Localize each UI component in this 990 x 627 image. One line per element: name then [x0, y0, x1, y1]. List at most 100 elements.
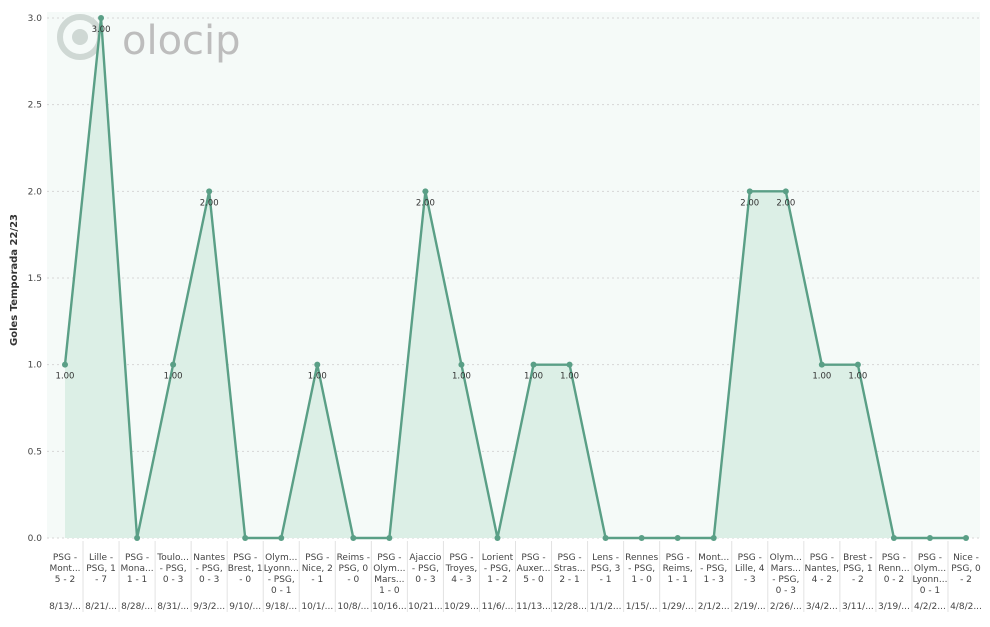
x-tick-label: PSG -	[882, 553, 906, 563]
x-tick-date: 10/8/...	[337, 602, 369, 612]
x-tick-date: 8/13/...	[49, 602, 81, 612]
x-tick-label: Lille -	[89, 553, 113, 563]
x-tick-label: PSG, 0	[951, 564, 981, 574]
data-point	[422, 188, 429, 195]
data-point	[350, 535, 357, 541]
data-label: 1.00	[560, 372, 579, 382]
area-fill	[65, 18, 966, 538]
x-tick-label: Nantes,	[805, 564, 840, 574]
x-tick-label: PSG -	[125, 553, 149, 563]
x-tick-date: 10/1/...	[301, 602, 333, 612]
x-tick-label: PSG, 0	[339, 564, 369, 574]
x-tick-label: 5 - 0	[523, 575, 544, 585]
x-tick-label: - 2	[960, 575, 972, 585]
x-tick-label: - PSG,	[196, 564, 223, 574]
x-tick-date: 3/19/...	[878, 602, 910, 612]
x-tick-label: Mars...	[374, 575, 404, 585]
x-tick-date: 9/3/2...	[193, 602, 225, 612]
x-tick-label: Nantes	[193, 553, 225, 563]
x-tick-label: 1 - 2	[487, 575, 507, 585]
x-tick-label: Stras...	[554, 564, 586, 574]
x-tick-label: 4 - 2	[812, 575, 832, 585]
x-axis-ticks: PSG -Mont...5 - 28/13/...Lille -PSG, 1- …	[49, 541, 982, 612]
data-point	[854, 361, 861, 368]
data-point	[746, 188, 753, 195]
x-tick-label: - 2	[852, 575, 864, 585]
logo-text: olocip	[122, 18, 241, 64]
x-tick-label: Ajaccio	[409, 553, 442, 563]
x-tick-label: 0 - 3	[199, 575, 219, 585]
x-tick-label: Brest -	[843, 553, 873, 563]
x-tick-label: Mona...	[121, 564, 154, 574]
x-tick-date: 3/11/...	[842, 602, 874, 612]
x-tick-label: PSG -	[918, 553, 942, 563]
x-tick-date: 4/2/2...	[914, 602, 946, 612]
x-tick-label: Renn...	[878, 564, 909, 574]
y-axis-label: Goles Temporada 22/23	[9, 214, 20, 346]
data-point	[638, 535, 645, 541]
x-tick-label: - PSG,	[484, 564, 511, 574]
x-tick-label: Troyes,	[445, 564, 478, 574]
x-tick-date: 9/18/...	[265, 602, 297, 612]
data-point	[134, 535, 141, 541]
x-tick-label: - PSG,	[160, 564, 187, 574]
y-tick-label: 0.5	[28, 447, 42, 457]
data-label: 1.00	[308, 372, 327, 382]
x-tick-label: - 3	[744, 575, 756, 585]
x-tick-date: 2/26/...	[770, 602, 802, 612]
x-tick-label: Lyonn...	[912, 575, 947, 585]
data-point	[890, 535, 897, 541]
x-tick-label: PSG -	[377, 553, 401, 563]
x-tick-label: Olym...	[914, 564, 946, 574]
data-point	[566, 361, 573, 368]
data-label: 2.00	[776, 198, 795, 208]
x-tick-date: 11/6/...	[482, 602, 514, 612]
x-tick-label: - 1	[311, 575, 323, 585]
x-tick-label: 1 - 1	[667, 575, 687, 585]
x-tick-label: 4 - 3	[451, 575, 471, 585]
data-label: 3.00	[92, 25, 111, 35]
x-tick-label: PSG, 1	[843, 564, 873, 574]
x-tick-label: PSG -	[666, 553, 690, 563]
data-point	[278, 535, 285, 541]
x-tick-label: 2 - 1	[559, 575, 579, 585]
x-tick-label: Toulo...	[156, 553, 189, 563]
data-label: 1.00	[164, 372, 183, 382]
x-tick-date: 3/4/2...	[806, 602, 838, 612]
data-point	[602, 535, 609, 541]
data-point	[674, 535, 681, 541]
x-tick-label: 0 - 3	[776, 586, 796, 596]
x-tick-date: 10/21...	[408, 602, 443, 612]
x-tick-label: PSG, 1	[86, 564, 116, 574]
olocip-logo: olocip	[57, 14, 241, 64]
x-tick-label: PSG -	[738, 553, 762, 563]
data-point	[458, 361, 465, 368]
x-tick-label: Olym...	[770, 553, 802, 563]
y-tick-label: 0.0	[28, 534, 43, 544]
x-tick-label: Reims,	[663, 564, 693, 574]
x-tick-date: 1/1/2...	[590, 602, 622, 612]
x-tick-date: 9/10/...	[229, 602, 261, 612]
x-tick-label: PSG -	[53, 553, 77, 563]
data-point	[710, 535, 717, 541]
data-label: 1.00	[524, 372, 543, 382]
x-tick-label: PSG -	[810, 553, 834, 563]
data-label: 1.00	[812, 372, 831, 382]
data-points	[62, 15, 969, 541]
x-tick-label: - PSG,	[628, 564, 655, 574]
x-tick-label: - 7	[95, 575, 107, 585]
x-tick-label: - PSG,	[772, 575, 799, 585]
x-tick-label: 0 - 3	[415, 575, 435, 585]
x-tick-date: 8/28/...	[121, 602, 153, 612]
data-label: 2.00	[416, 198, 435, 208]
data-point	[494, 535, 501, 541]
y-tick-label: 1.0	[28, 361, 43, 371]
x-tick-label: PSG -	[557, 553, 581, 563]
y-tick-label: 1.5	[28, 274, 42, 284]
x-tick-label: 1 - 0	[631, 575, 652, 585]
data-point	[530, 361, 537, 368]
data-point	[242, 535, 249, 541]
x-tick-label: Olym...	[373, 564, 405, 574]
x-tick-label: PSG -	[449, 553, 473, 563]
data-point	[62, 361, 68, 368]
